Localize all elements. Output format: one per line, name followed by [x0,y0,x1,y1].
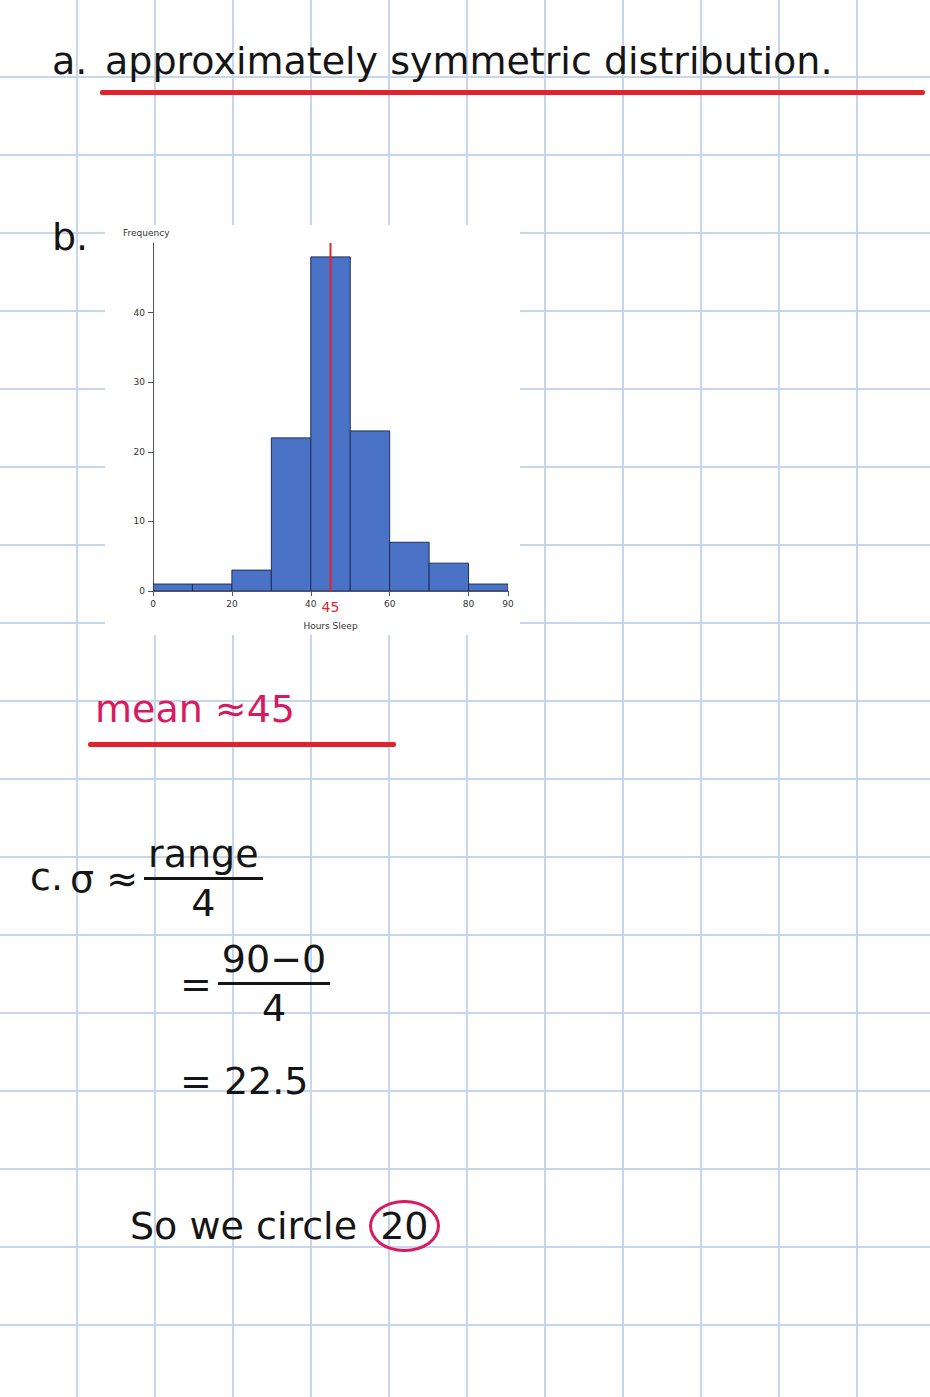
svg-text:Hours Sleep: Hours Sleep [303,621,358,631]
html-text:a.: a. [52,39,88,83]
svg-text:60: 60 [384,599,396,609]
html-text:4: 4 [191,881,216,925]
svg-text:20: 20 [226,599,238,609]
svg-text:45: 45 [322,599,340,615]
svg-text:Frequency: Frequency [123,228,170,238]
html-text:approximately symmetric distri: approximately symmetric distribution. [105,39,833,83]
html-text:c. σ ≈: c. σ ≈ [30,855,138,901]
html-text:So we circle 20: So we circle 20 [130,1204,429,1248]
html-text:range: range [148,832,259,876]
html-text:b.: b. [52,215,89,259]
html-text:90−0: 90−0 [221,937,327,981]
svg-text:80: 80 [463,599,475,609]
svg-text:40: 40 [134,308,146,318]
html-text:= 22.5: = 22.5 [180,1059,309,1103]
svg-text:0: 0 [139,586,145,596]
svg-text:90: 90 [502,599,514,609]
html-text:mean ≈45: mean ≈45 [95,687,295,731]
svg-text:10: 10 [134,516,146,526]
svg-text:20: 20 [134,447,146,457]
svg-text:30: 30 [134,377,146,387]
svg-text:0: 0 [150,599,156,609]
html-text:4: 4 [261,986,287,1030]
svg-text:40: 40 [305,599,317,609]
